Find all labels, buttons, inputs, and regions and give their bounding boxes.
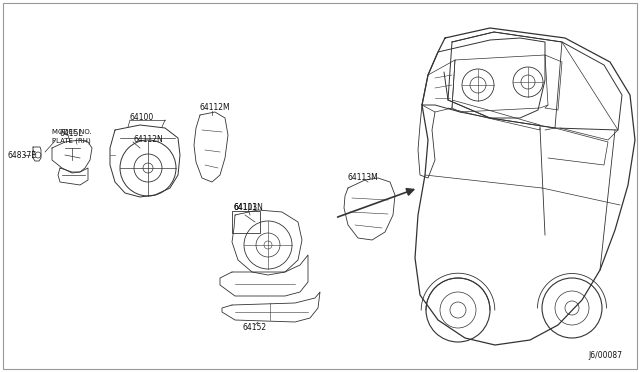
Text: J6/00087: J6/00087 (588, 350, 622, 359)
Text: 64113N: 64113N (233, 202, 263, 212)
Text: 64837E: 64837E (8, 151, 37, 160)
Text: MODEL NO.: MODEL NO. (52, 129, 92, 135)
Bar (232, 211, 260, 233)
Text: 6415L: 6415L (60, 128, 84, 138)
Text: 64113M: 64113M (348, 173, 379, 183)
Text: 64152: 64152 (243, 324, 267, 333)
Text: 64112M: 64112M (200, 103, 230, 112)
Text: 64112N: 64112N (133, 135, 163, 144)
Text: 64100: 64100 (130, 113, 154, 122)
Text: 64101: 64101 (234, 202, 258, 212)
Text: PLATE (RH): PLATE (RH) (52, 138, 91, 144)
